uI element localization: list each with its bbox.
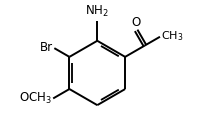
Text: O: O [131,16,140,29]
Text: Br: Br [40,41,53,54]
Text: CH$_3$: CH$_3$ [161,30,184,43]
Text: OCH$_3$: OCH$_3$ [19,91,52,106]
Text: NH$_2$: NH$_2$ [85,4,109,19]
